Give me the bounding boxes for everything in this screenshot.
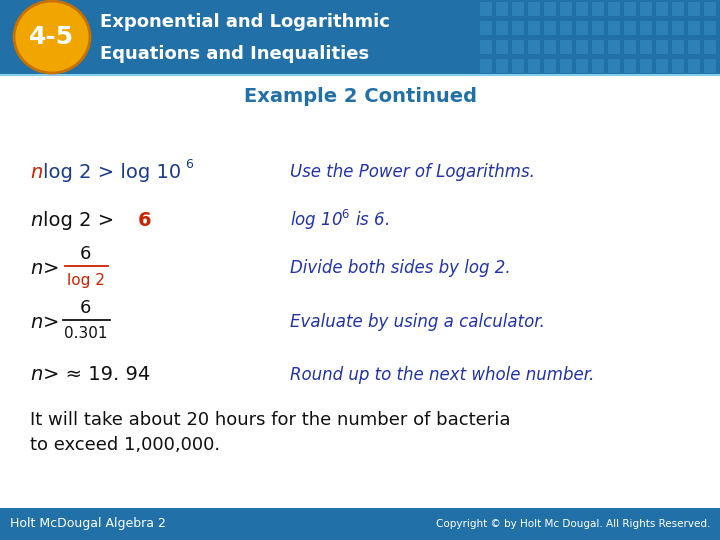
- FancyBboxPatch shape: [512, 59, 524, 73]
- Text: log 2 > log 10: log 2 > log 10: [43, 163, 181, 181]
- Text: to exceed 1,000,000.: to exceed 1,000,000.: [30, 436, 220, 454]
- FancyBboxPatch shape: [496, 40, 508, 54]
- FancyBboxPatch shape: [608, 59, 620, 73]
- Text: 4-5: 4-5: [30, 25, 75, 49]
- FancyBboxPatch shape: [576, 2, 588, 16]
- Ellipse shape: [14, 1, 90, 73]
- Text: $\mathit{n}$: $\mathit{n}$: [30, 163, 43, 181]
- FancyBboxPatch shape: [496, 21, 508, 35]
- FancyBboxPatch shape: [672, 21, 684, 35]
- Text: Holt McDougal Algebra 2: Holt McDougal Algebra 2: [10, 517, 166, 530]
- Text: Divide both sides by log 2.: Divide both sides by log 2.: [290, 259, 510, 277]
- FancyBboxPatch shape: [624, 40, 636, 54]
- FancyBboxPatch shape: [640, 59, 652, 73]
- FancyBboxPatch shape: [672, 40, 684, 54]
- FancyBboxPatch shape: [560, 59, 572, 73]
- Text: 6: 6: [79, 245, 91, 263]
- Text: Exponential and Logarithmic: Exponential and Logarithmic: [100, 13, 390, 31]
- FancyBboxPatch shape: [704, 2, 716, 16]
- Text: log 10$^6$ is 6.: log 10$^6$ is 6.: [290, 208, 390, 232]
- Text: $\mathit{n}$: $\mathit{n}$: [30, 259, 43, 278]
- FancyBboxPatch shape: [0, 0, 720, 75]
- FancyBboxPatch shape: [512, 2, 524, 16]
- FancyBboxPatch shape: [480, 21, 492, 35]
- FancyBboxPatch shape: [688, 2, 700, 16]
- FancyBboxPatch shape: [688, 40, 700, 54]
- FancyBboxPatch shape: [560, 2, 572, 16]
- FancyBboxPatch shape: [544, 2, 556, 16]
- FancyBboxPatch shape: [656, 2, 668, 16]
- FancyBboxPatch shape: [624, 59, 636, 73]
- Text: It will take about 20 hours for the number of bacteria: It will take about 20 hours for the numb…: [30, 411, 510, 429]
- FancyBboxPatch shape: [576, 59, 588, 73]
- Text: log 2: log 2: [67, 273, 105, 287]
- FancyBboxPatch shape: [480, 40, 492, 54]
- FancyBboxPatch shape: [640, 21, 652, 35]
- FancyBboxPatch shape: [672, 59, 684, 73]
- FancyBboxPatch shape: [592, 2, 604, 16]
- Text: >: >: [43, 259, 59, 278]
- FancyBboxPatch shape: [608, 2, 620, 16]
- FancyBboxPatch shape: [640, 2, 652, 16]
- Text: > ≈ 19. 94: > ≈ 19. 94: [43, 366, 150, 384]
- FancyBboxPatch shape: [480, 59, 492, 73]
- FancyBboxPatch shape: [688, 21, 700, 35]
- FancyBboxPatch shape: [592, 59, 604, 73]
- FancyBboxPatch shape: [560, 40, 572, 54]
- Text: Round up to the next whole number.: Round up to the next whole number.: [290, 366, 595, 384]
- Text: log 2 >: log 2 >: [43, 211, 120, 229]
- FancyBboxPatch shape: [624, 21, 636, 35]
- FancyBboxPatch shape: [640, 40, 652, 54]
- Text: 0.301: 0.301: [64, 327, 108, 341]
- FancyBboxPatch shape: [528, 59, 540, 73]
- FancyBboxPatch shape: [672, 2, 684, 16]
- FancyBboxPatch shape: [512, 21, 524, 35]
- FancyBboxPatch shape: [528, 21, 540, 35]
- FancyBboxPatch shape: [528, 2, 540, 16]
- FancyBboxPatch shape: [576, 21, 588, 35]
- Text: $\mathit{n}$: $\mathit{n}$: [30, 366, 43, 384]
- Text: Equations and Inequalities: Equations and Inequalities: [100, 45, 369, 63]
- FancyBboxPatch shape: [592, 21, 604, 35]
- Text: 6: 6: [185, 158, 193, 171]
- FancyBboxPatch shape: [592, 40, 604, 54]
- FancyBboxPatch shape: [608, 40, 620, 54]
- FancyBboxPatch shape: [480, 2, 492, 16]
- FancyBboxPatch shape: [544, 59, 556, 73]
- FancyBboxPatch shape: [576, 40, 588, 54]
- FancyBboxPatch shape: [704, 59, 716, 73]
- FancyBboxPatch shape: [544, 21, 556, 35]
- FancyBboxPatch shape: [656, 21, 668, 35]
- Text: $\mathit{n}$: $\mathit{n}$: [30, 313, 43, 332]
- Text: Evaluate by using a calculator.: Evaluate by using a calculator.: [290, 313, 545, 331]
- FancyBboxPatch shape: [512, 40, 524, 54]
- FancyBboxPatch shape: [496, 59, 508, 73]
- Text: 6: 6: [79, 299, 91, 317]
- Text: >: >: [43, 313, 59, 332]
- Text: $\mathit{n}$: $\mathit{n}$: [30, 211, 43, 229]
- FancyBboxPatch shape: [608, 21, 620, 35]
- Text: Use the Power of Logarithms.: Use the Power of Logarithms.: [290, 163, 535, 181]
- FancyBboxPatch shape: [704, 40, 716, 54]
- FancyBboxPatch shape: [0, 508, 720, 540]
- FancyBboxPatch shape: [688, 59, 700, 73]
- FancyBboxPatch shape: [560, 21, 572, 35]
- Text: 6: 6: [138, 211, 152, 229]
- FancyBboxPatch shape: [704, 21, 716, 35]
- FancyBboxPatch shape: [624, 2, 636, 16]
- FancyBboxPatch shape: [656, 59, 668, 73]
- FancyBboxPatch shape: [528, 40, 540, 54]
- Text: Copyright © by Holt Mc Dougal. All Rights Reserved.: Copyright © by Holt Mc Dougal. All Right…: [436, 519, 710, 529]
- FancyBboxPatch shape: [544, 40, 556, 54]
- FancyBboxPatch shape: [496, 2, 508, 16]
- Text: Example 2 Continued: Example 2 Continued: [243, 87, 477, 106]
- FancyBboxPatch shape: [656, 40, 668, 54]
